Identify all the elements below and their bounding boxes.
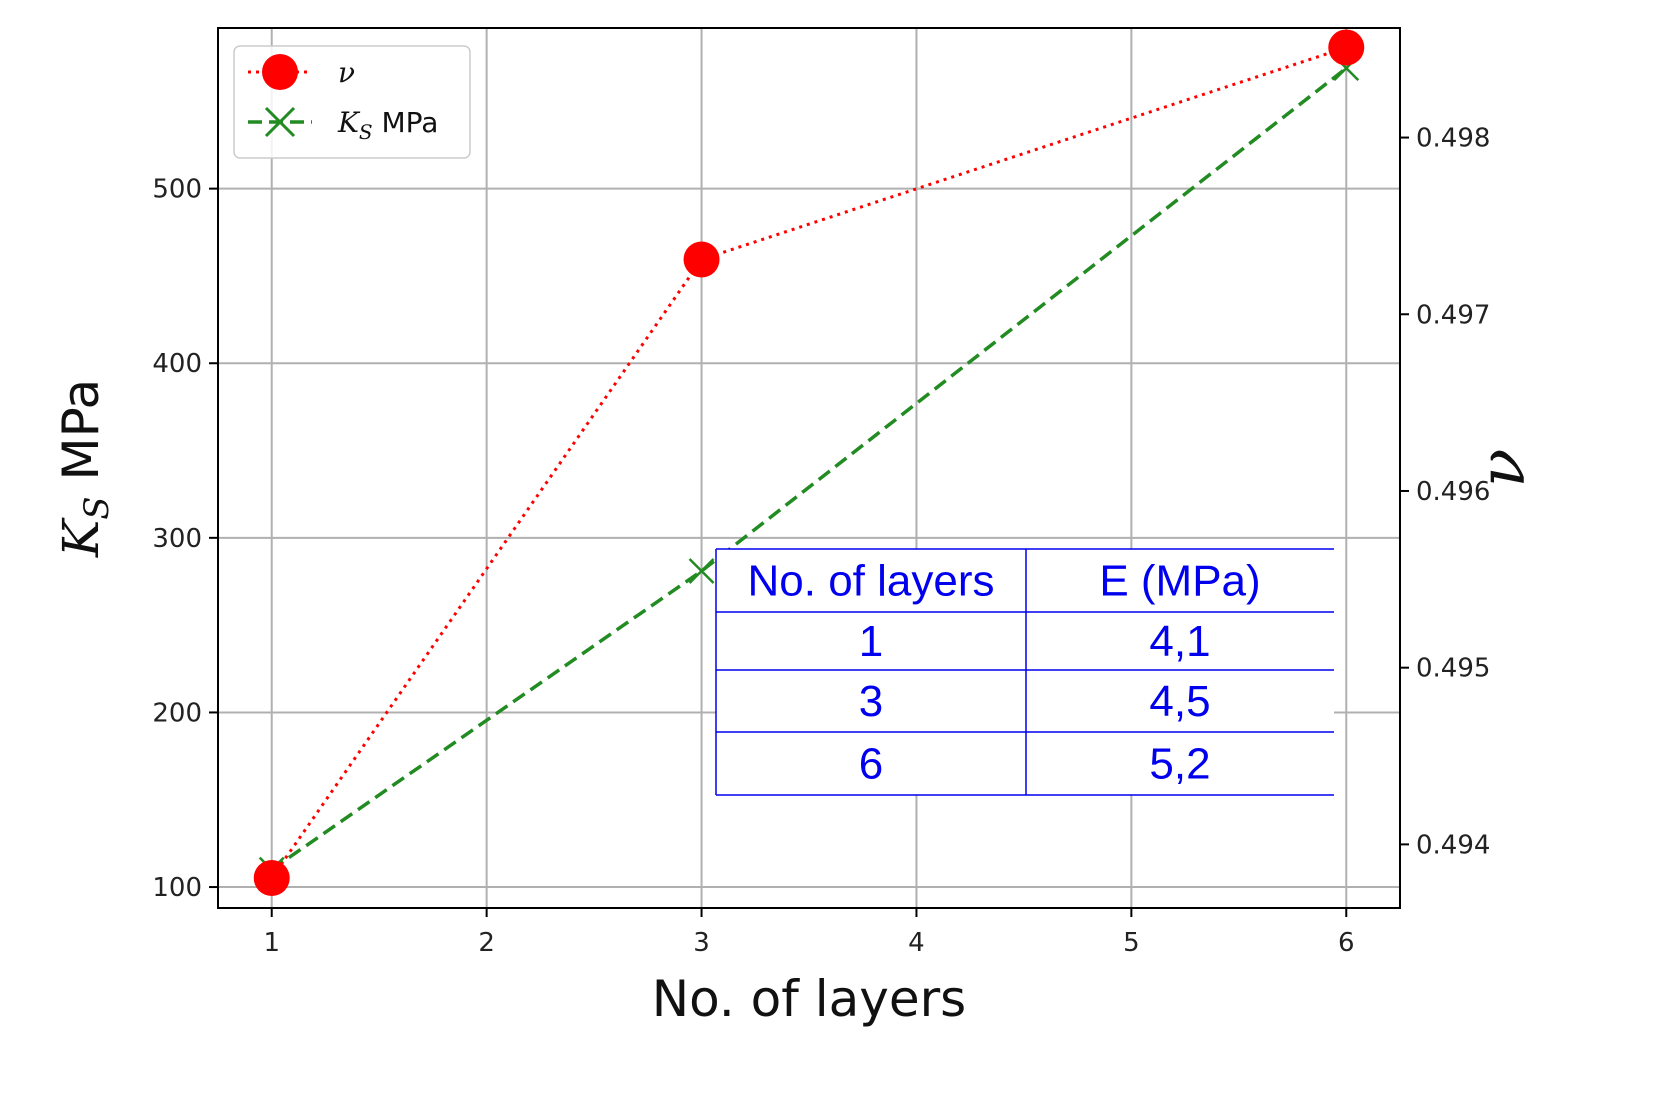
x-tick-label: 5 <box>1123 928 1140 958</box>
table-cell: 3 <box>859 677 883 726</box>
table-cell: 1 <box>859 617 883 666</box>
legend-marker-nu <box>262 54 298 90</box>
legend: ν KS MPa <box>234 46 470 158</box>
x-tick-label: 4 <box>908 928 925 958</box>
table-cell: 4,1 <box>1149 617 1210 666</box>
y-left-tick-label: 100 <box>152 873 202 903</box>
y-right-tick-label: 0.495 <box>1416 654 1490 684</box>
y-right-tick-label: 0.494 <box>1416 830 1490 860</box>
y-left-tick-label: 300 <box>152 524 202 554</box>
y-left-tick-label: 200 <box>152 698 202 728</box>
x-tick-label: 2 <box>478 928 495 958</box>
table-header-cell: No. of layers <box>748 557 995 606</box>
y-left-title-sub: S <box>77 496 117 519</box>
x-tick-label: 6 <box>1338 928 1355 958</box>
legend-ks-sub: S <box>359 120 373 144</box>
x-tick-label: 3 <box>693 928 710 958</box>
y-left-title-base: K <box>52 517 110 558</box>
table-cell: 6 <box>859 740 883 789</box>
ticks: 1 2 3 4 5 61002003004005000.4940.4950.4960.49… <box>152 124 1490 958</box>
table-cell: 4,5 <box>1149 677 1210 726</box>
y-right-tick-label: 0.497 <box>1416 300 1490 330</box>
x-tick-label: 1 <box>263 928 280 958</box>
nu-data-point <box>684 241 720 277</box>
y-left-axis-title: KS MPa <box>52 379 117 558</box>
y-left-tick-label: 400 <box>152 349 202 379</box>
y-right-tick-label: 0.498 <box>1416 124 1490 154</box>
legend-ks-base: K <box>337 106 361 139</box>
nu-data-point <box>254 860 290 896</box>
x-axis-title: No. of layers <box>652 970 966 1028</box>
y-right-axis-title: ν <box>1466 449 1540 488</box>
legend-ks-unit: MPa <box>373 106 439 139</box>
legend-label-ks: KS MPa <box>337 106 438 144</box>
y-left-tick-label: 500 <box>152 175 202 205</box>
table-header-cell: E (MPa) <box>1099 557 1260 606</box>
nu-data-point <box>1328 29 1364 65</box>
inset-table: No. of layers E (MPa) 1 4,1 3 4,5 6 5,2 <box>716 549 1334 795</box>
legend-label-nu: ν <box>338 56 355 89</box>
table-cell: 5,2 <box>1149 740 1210 789</box>
y-left-title-unit: MPa <box>52 379 110 497</box>
